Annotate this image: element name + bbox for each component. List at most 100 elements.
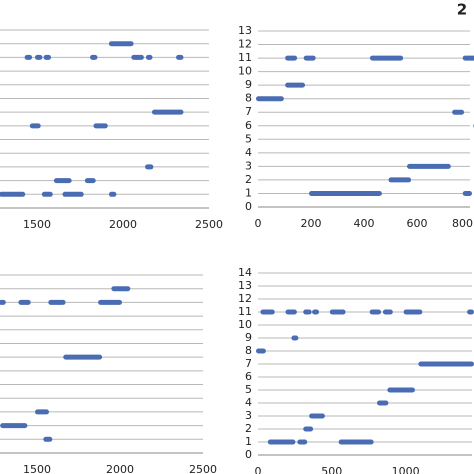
segment — [41, 191, 53, 197]
x-tick-label: 2500 — [189, 463, 217, 474]
y-tick-label: 13 — [238, 24, 252, 37]
y-tick-label: 9 — [245, 78, 252, 91]
x-tick-label: 2500 — [195, 218, 223, 231]
y-tick-label: 7 — [245, 357, 252, 370]
segment — [285, 309, 297, 315]
segment — [0, 191, 26, 197]
segment — [84, 178, 96, 184]
x-tick-label: 2000 — [106, 463, 134, 474]
y-tick-label: 8 — [245, 344, 252, 357]
segment — [18, 299, 31, 305]
panel-label: 2 — [457, 1, 467, 19]
segment — [151, 109, 184, 115]
y-tick-label: 9 — [245, 331, 252, 344]
y-tick-label: 5 — [245, 383, 252, 396]
segment — [329, 309, 346, 315]
segment — [256, 96, 284, 102]
segment — [93, 123, 108, 129]
segment — [369, 55, 404, 61]
y-tick-label: 0 — [245, 448, 252, 461]
segment — [388, 177, 412, 183]
x-tick-label: 200 — [301, 217, 322, 230]
segment — [297, 439, 308, 445]
segment — [34, 54, 43, 60]
segment — [131, 54, 144, 60]
segment — [0, 299, 6, 305]
segment — [452, 109, 465, 115]
segment — [418, 361, 474, 367]
segment — [267, 439, 296, 445]
segment — [387, 387, 415, 393]
segment — [43, 436, 53, 442]
y-tick-label: 11 — [238, 305, 252, 318]
segment — [303, 55, 316, 61]
y-tick-label: 3 — [245, 409, 252, 422]
segment — [98, 299, 123, 305]
x-tick-label: 1500 — [23, 218, 51, 231]
segment — [53, 178, 72, 184]
x-tick-label: 400 — [354, 217, 375, 230]
y-tick-label: 14 — [238, 266, 252, 279]
segment — [145, 164, 154, 170]
segment — [382, 309, 393, 315]
segment — [369, 309, 382, 315]
x-tick-label: 0 — [255, 217, 262, 230]
y-tick-label: 11 — [238, 51, 252, 64]
segment — [24, 54, 33, 60]
segment — [90, 54, 98, 60]
segment — [462, 190, 472, 196]
y-tick-label: 3 — [245, 159, 252, 172]
segment — [35, 409, 49, 415]
segment — [145, 54, 153, 60]
segment — [111, 286, 131, 292]
x-tick-label: 800 — [452, 217, 473, 230]
y-tick-label: 12 — [238, 38, 252, 51]
segment — [285, 82, 306, 88]
segment — [29, 123, 41, 129]
y-tick-label: 6 — [245, 370, 252, 383]
y-tick-label: 10 — [238, 65, 252, 78]
y-tick-label: 5 — [245, 132, 252, 145]
y-tick-label: 12 — [238, 292, 252, 305]
segment — [309, 190, 382, 196]
segment — [312, 309, 320, 315]
segment — [467, 309, 474, 315]
segment — [108, 41, 134, 47]
segment — [108, 191, 117, 197]
segment — [377, 400, 389, 406]
y-tick-label: 10 — [238, 318, 252, 331]
x-tick-label: 1000 — [392, 465, 420, 474]
segment — [256, 348, 266, 354]
y-tick-label: 8 — [245, 92, 252, 105]
x-tick-label: 1500 — [23, 463, 51, 474]
y-tick-label: 2 — [245, 173, 252, 186]
segment — [303, 309, 312, 315]
segment — [43, 54, 52, 60]
x-tick-label: 2000 — [109, 218, 137, 231]
segment — [0, 423, 28, 429]
y-tick-label: 6 — [245, 119, 252, 132]
y-tick-label: 0 — [245, 200, 252, 213]
segment — [309, 413, 325, 419]
y-tick-label: 4 — [245, 146, 252, 159]
x-tick-label: 500 — [321, 465, 342, 474]
segment — [176, 54, 184, 60]
segment — [285, 55, 298, 61]
segment — [462, 55, 474, 61]
y-tick-label: 13 — [238, 279, 252, 292]
segment — [338, 439, 374, 445]
segment — [63, 354, 103, 360]
x-tick-label: 600 — [407, 217, 428, 230]
segment — [403, 309, 423, 315]
y-tick-label: 2 — [245, 422, 252, 435]
y-tick-label: 1 — [245, 186, 252, 199]
segment — [303, 426, 314, 432]
segment — [291, 335, 299, 341]
x-tick-label: 0 — [255, 465, 262, 474]
segment — [407, 163, 451, 169]
segment — [48, 299, 66, 305]
segment — [260, 309, 275, 315]
y-tick-label: 1 — [245, 435, 252, 448]
y-tick-label: 4 — [245, 396, 252, 409]
